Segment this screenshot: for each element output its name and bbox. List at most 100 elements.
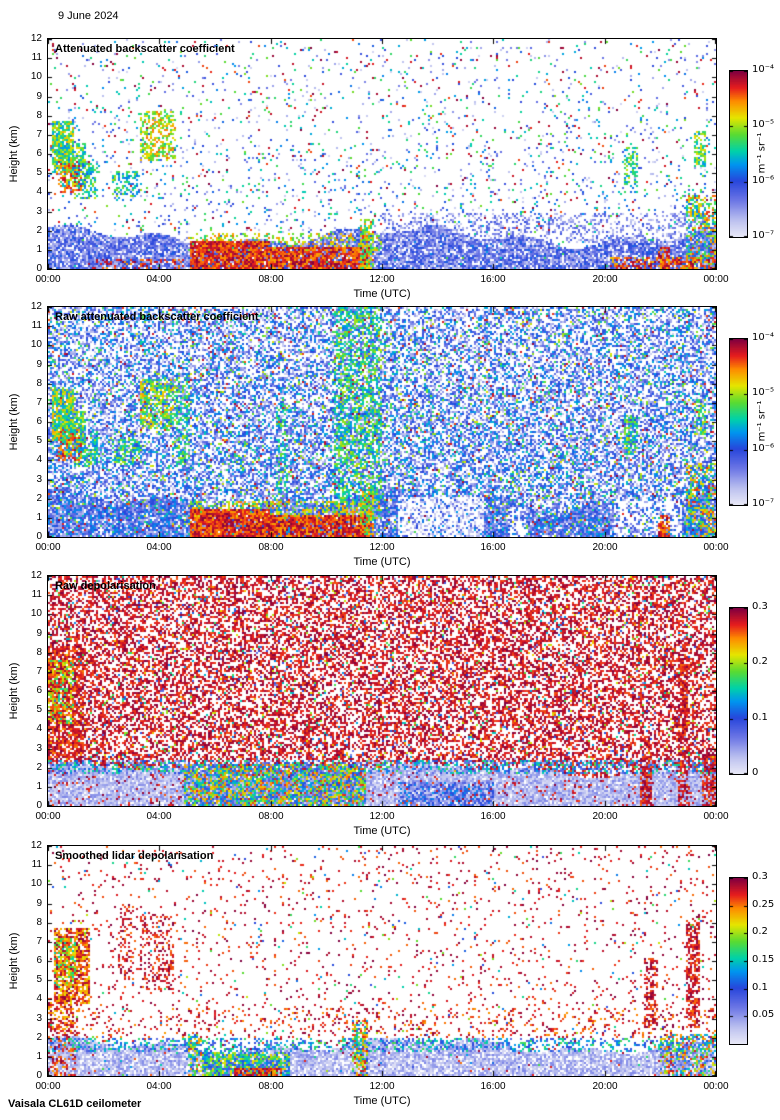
y-tick-label: 0 (36, 531, 42, 542)
colorbar-unit-text: m⁻¹ sr⁻¹ (756, 132, 768, 174)
x-tick-label: 00:00 (35, 811, 61, 822)
colorbar-tick-label: 0.2 (752, 656, 768, 667)
y-tick-label: 8 (36, 647, 42, 658)
colorbar-tick-label: 0.1 (752, 982, 768, 993)
x-tick-label: 16:00 (480, 542, 506, 553)
y-tick-label: 7 (36, 397, 42, 408)
y-tick-label: 9 (36, 91, 42, 102)
y-tick-label: 7 (36, 936, 42, 947)
y-tick-label: 9 (36, 359, 42, 370)
colorbar-unit-text: m⁻¹ sr⁻¹ (756, 400, 768, 442)
y-tick-label: 10 (30, 608, 42, 619)
y-tick-label: 4 (36, 186, 42, 197)
y-tick-label: 3 (36, 1013, 42, 1024)
y-axis-label-text: Height (km) (8, 125, 20, 183)
colorbar-tick-label: 10⁻⁵ (752, 119, 775, 130)
x-tick-label: 08:00 (258, 274, 284, 285)
y-tick-label: 5 (36, 974, 42, 985)
y-tick-label: 10 (30, 339, 42, 350)
y-tick-label: 12 (30, 840, 42, 851)
y-tick-label: 2 (36, 225, 42, 236)
x-tick-label: 04:00 (146, 811, 172, 822)
y-tick-label: 2 (36, 762, 42, 773)
colorbar-tick-label: 0.15 (752, 954, 775, 965)
x-tick-label: 20:00 (592, 274, 618, 285)
panel-title: Raw depolarisation (55, 580, 156, 592)
y-tick-label: 6 (36, 148, 42, 159)
x-tick-label: 00:00 (35, 1081, 61, 1092)
y-tick-label: 0 (36, 800, 42, 811)
y-tick-label: 4 (36, 723, 42, 734)
y-tick-label: 1 (36, 1051, 42, 1062)
colorbar-canvas (730, 71, 747, 237)
panel-raw-attenuated-backscatter: Raw attenuated backscatter coefficient H… (0, 301, 780, 574)
colorbar-tick-label: 0.3 (752, 601, 768, 612)
y-axis-label-text: Height (km) (8, 662, 20, 720)
x-tick-label: 08:00 (258, 542, 284, 553)
x-tick-label: 08:00 (258, 811, 284, 822)
x-axis-label: Time (UTC) (353, 556, 411, 568)
y-tick-label: 0 (36, 1070, 42, 1081)
x-tick-label: 00:00 (35, 542, 61, 553)
y-tick-label: 11 (31, 859, 42, 870)
y-tick-label: 10 (30, 878, 42, 889)
x-tick-label: 00:00 (703, 811, 729, 822)
y-tick-label: 0 (36, 263, 42, 274)
colorbar-tick-label: 0.2 (752, 926, 768, 937)
heatmap-canvas (48, 576, 716, 806)
colorbar-canvas (730, 339, 747, 505)
colorbar-tick-label: 10⁻⁷ (752, 230, 775, 241)
y-tick-label: 2 (36, 1032, 42, 1043)
x-axis-label: Time (UTC) (353, 288, 411, 300)
colorbar (729, 877, 748, 1045)
y-tick-label: 7 (36, 129, 42, 140)
y-tick-label: 1 (36, 244, 42, 255)
y-tick-label: 3 (36, 206, 42, 217)
y-tick-label: 1 (36, 512, 42, 523)
x-tick-label: 04:00 (146, 1081, 172, 1092)
x-tick-label: 16:00 (480, 811, 506, 822)
y-tick-label: 10 (30, 71, 42, 82)
x-tick-label: 00:00 (703, 1081, 729, 1092)
y-tick-label: 8 (36, 917, 42, 928)
panel-title: Raw attenuated backscatter coefficient (55, 311, 259, 323)
colorbar (729, 607, 748, 775)
x-tick-label: 04:00 (146, 542, 172, 553)
colorbar-tick-label: 10⁻⁵ (752, 387, 775, 398)
plot-area: Raw depolarisation (47, 575, 717, 807)
x-tick-label: 20:00 (592, 1081, 618, 1092)
colorbar-tick-label: 10⁻⁶ (752, 175, 775, 186)
y-tick-label: 6 (36, 416, 42, 427)
colorbar-tick-label: 0 (752, 767, 759, 778)
y-tick-label: 1 (36, 781, 42, 792)
y-axis-label-text: Height (km) (8, 393, 20, 451)
y-tick-label: 5 (36, 435, 42, 446)
y-tick-label: 8 (36, 110, 42, 121)
panel-title: Smoothed lidar depolarisation (55, 850, 214, 862)
instrument-label: Vaisala CL61D ceilometer (8, 1098, 142, 1110)
colorbar-tick-label: 10⁻⁷ (752, 498, 775, 509)
x-tick-label: 12:00 (369, 542, 395, 553)
colorbar (729, 70, 748, 238)
panel-smoothed-lidar-depolarisation: Smoothed lidar depolarisation Height (km… (0, 840, 780, 1113)
x-axis-label: Time (UTC) (353, 825, 411, 837)
y-tick-label: 5 (36, 167, 42, 178)
y-axis-label-text: Height (km) (8, 932, 20, 990)
x-tick-label: 12:00 (369, 274, 395, 285)
y-tick-label: 9 (36, 898, 42, 909)
panel-attenuated-backscatter: Attenuated backscatter coefficient Heigh… (0, 33, 780, 306)
y-tick-label: 4 (36, 993, 42, 1004)
heatmap-canvas (48, 846, 716, 1076)
colorbar-tick-label: 0.25 (752, 899, 775, 910)
y-tick-label: 2 (36, 493, 42, 504)
colorbar-tick-label: 10⁻⁴ (752, 64, 775, 75)
y-tick-label: 12 (30, 301, 42, 312)
y-tick-label: 8 (36, 378, 42, 389)
x-tick-label: 04:00 (146, 274, 172, 285)
panel-raw-depolarisation: Raw depolarisation Height (km) Time (UTC… (0, 570, 780, 843)
y-tick-label: 6 (36, 685, 42, 696)
x-tick-label: 16:00 (480, 274, 506, 285)
y-tick-label: 3 (36, 474, 42, 485)
y-tick-label: 7 (36, 666, 42, 677)
